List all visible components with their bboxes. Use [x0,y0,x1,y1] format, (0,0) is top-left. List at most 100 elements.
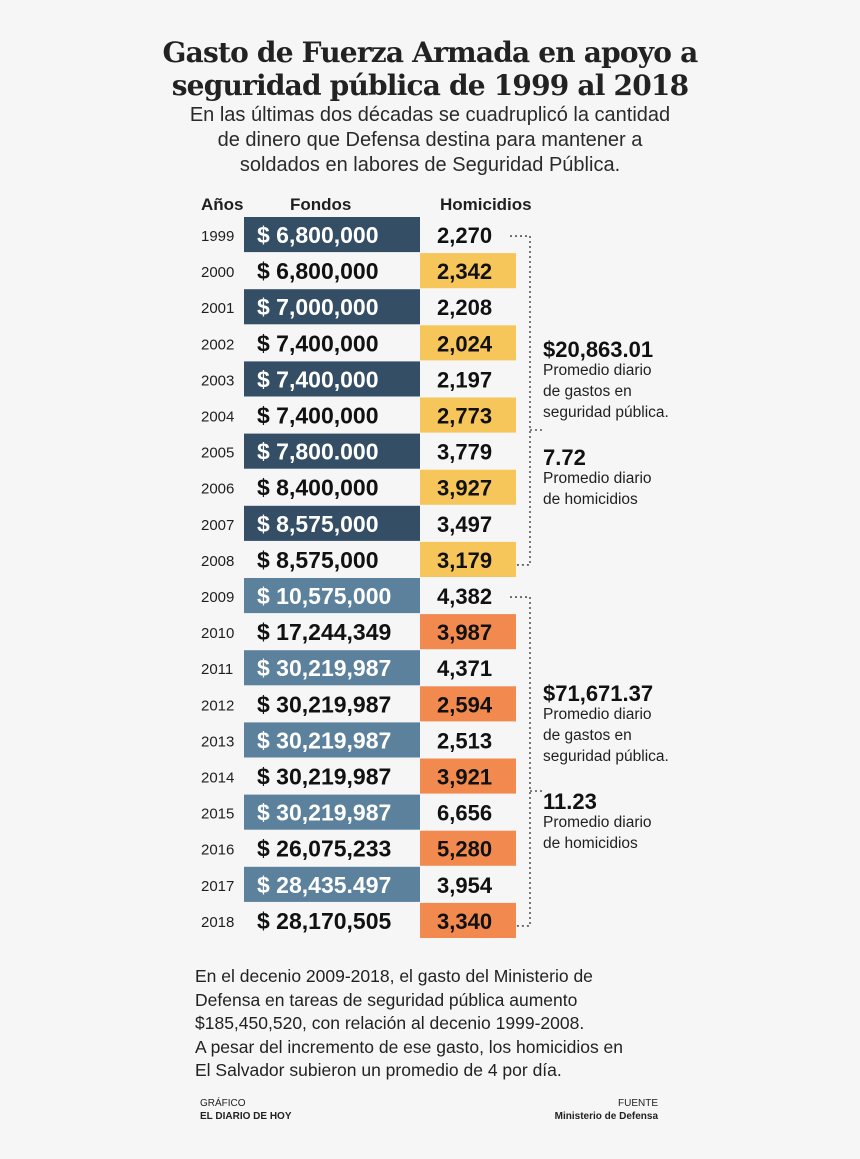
fondos-value-2000: $ 6,800,000 [257,258,379,284]
year-label-2007: 2007 [201,517,234,534]
fondos-value-2004: $ 7,400,000 [257,403,379,429]
group1-avg-spending: $20,863.01 [543,337,654,362]
homicidios-value-2014: 3,921 [437,765,492,790]
credit-graphic-label: GRÁFICO [200,1098,246,1109]
year-label-2006: 2006 [201,481,234,498]
year-label-2002: 2002 [201,336,234,353]
homicidios-value-2007: 3,497 [437,512,492,537]
footnote-line-1: En el decenio 2009-2018, el gasto del Mi… [195,966,593,986]
fondos-bar-2013 [244,722,420,758]
group1-avg-homicides-label: Promedio diario de homicidios [543,468,743,510]
fondos-bar-2005 [244,433,420,469]
credit-graphic: GRÁFICO EL DIARIO DE HOY [200,1097,292,1123]
fondos-value-2006: $ 8,400,000 [257,475,379,501]
fondos-bar-2017 [244,866,420,902]
chart-title: Gasto de Fuerza Armada en apoyo a seguri… [0,36,860,102]
year-label-2015: 2015 [201,806,234,823]
footnote: En el decenio 2009-2018, el gasto del Mi… [195,965,675,1083]
fondos-value-2009: $ 10,575,000 [257,583,391,609]
credit-source-name: Ministerio de Defensa [554,1111,658,1122]
chart-subtitle: En las últimas dos décadas se cuadruplic… [0,103,860,178]
homicidios-value-2010: 3,987 [437,620,492,645]
title-line-2: seguridad pública de 1999 al 2018 [171,69,689,102]
fondos-bar-2015 [244,794,420,830]
homicidios-value-2004: 2,773 [437,404,492,429]
fondos-value-2015: $ 30,219,987 [257,800,391,826]
footnote-line-5: El Salvador subieron un promedio de 4 po… [195,1060,562,1080]
column-header-homicidios: Homicidios [440,195,532,214]
fondos-bar-1999 [244,217,420,253]
year-label-2018: 2018 [201,914,234,931]
fondos-bar-2011 [244,650,420,686]
group2-avg-spending-label: Promedio diario de gastos en seguridad p… [543,704,743,767]
year-label-2010: 2010 [201,625,234,642]
year-label-2016: 2016 [201,842,234,859]
fondos-bar-2001 [244,289,420,325]
column-header-years: Años [201,195,244,214]
credit-source-label: FUENTE [618,1098,658,1109]
homicidios-value-2017: 3,954 [437,873,493,898]
homicidios-value-2015: 6,656 [437,801,492,826]
homicidios-bar-2008 [420,541,516,577]
fondos-value-2005: $ 7,800.000 [257,439,379,465]
group2-spending-label-line-2: de gastos en [543,727,632,744]
group1-homicides-label-line-1: Promedio diario [543,470,652,487]
group1-avg-spending-label: Promedio diario de gastos en seguridad p… [543,360,743,423]
credit-graphic-value: EL DIARIO DE HOY [200,1110,292,1123]
fondos-value-2011: $ 30,219,987 [257,655,391,681]
fondos-value-2012: $ 30,219,987 [257,691,391,717]
group1-spending-label-line-3: seguridad pública. [543,404,669,421]
year-label-2011: 2011 [201,661,233,678]
fondos-value-2016: $ 26,075,233 [257,836,391,862]
homicidios-value-2008: 3,179 [437,548,492,573]
homicidios-bar-2004 [420,397,516,433]
fondos-value-2007: $ 8,575,000 [257,511,379,537]
fondos-value-2014: $ 30,219,987 [257,764,391,790]
group1-avg-homicides: 7.72 [543,445,586,470]
year-label-2008: 2008 [201,553,234,570]
homicidios-value-2006: 3,927 [437,476,492,501]
homicidios-bar-2016 [420,830,516,866]
homicidios-bar-2012 [420,686,516,722]
fondos-bar-2007 [244,505,420,541]
year-label-2003: 2003 [201,372,234,389]
homicidios-value-2003: 2,197 [437,367,492,392]
credit-source: FUENTE Ministerio de Defensa [555,1097,658,1123]
homicidios-value-1999: 2,270 [437,223,492,248]
homicidios-value-2001: 2,208 [437,295,492,320]
subtitle-line-3: soldados en labores de Seguridad Pública… [239,154,621,176]
group2-homicides-label-line-1: Promedio diario [543,814,652,831]
fondos-value-2002: $ 7,400,000 [257,330,379,356]
fondos-bar-2009 [244,578,420,614]
group2-avg-homicides-label: Promedio diario de homicidios [543,812,743,854]
group1-spending-label-line-1: Promedio diario [543,362,652,379]
credit-graphic-name: EL DIARIO DE HOY [200,1111,292,1122]
credit-source-value: Ministerio de Defensa [555,1110,658,1123]
homicidios-bar-2018 [420,902,516,938]
fondos-value-2010: $ 17,244,349 [257,619,391,645]
year-label-2013: 2013 [201,733,234,750]
homicidios-bar-2014 [420,758,516,794]
year-label-2005: 2005 [201,445,234,462]
homicidios-bar-2000 [420,253,516,289]
footnote-line-3: $185,450,520, con relación al decenio 19… [195,1013,585,1033]
year-label-2000: 2000 [201,264,234,281]
group2-avg-spending: $71,671.37 [543,681,654,706]
footnote-line-2: Defensa en tareas de seguridad pública a… [195,989,578,1010]
title-line-1: Gasto de Fuerza Armada en apoyo a [162,36,699,69]
fondos-value-2008: $ 8,575,000 [257,547,379,573]
fondos-value-2018: $ 28,170,505 [257,908,392,934]
subtitle-line-2: de dinero que Defensa destina para mante… [217,129,643,151]
homicidios-bar-2006 [420,469,516,505]
homicidios-value-2018: 3,340 [437,909,492,934]
group1-homicides-label-line-2: de homicidios [543,491,638,508]
year-label-2014: 2014 [201,770,234,787]
homicidios-bar-2010 [420,614,516,650]
homicidios-value-2002: 2,024 [437,331,493,356]
homicidios-value-2005: 3,779 [437,440,492,465]
year-label-2017: 2017 [201,878,234,895]
group2-spending-label-line-1: Promedio diario [543,706,652,723]
fondos-value-2017: $ 28,435.497 [257,872,391,898]
fondos-value-2001: $ 7,000,000 [257,294,379,320]
